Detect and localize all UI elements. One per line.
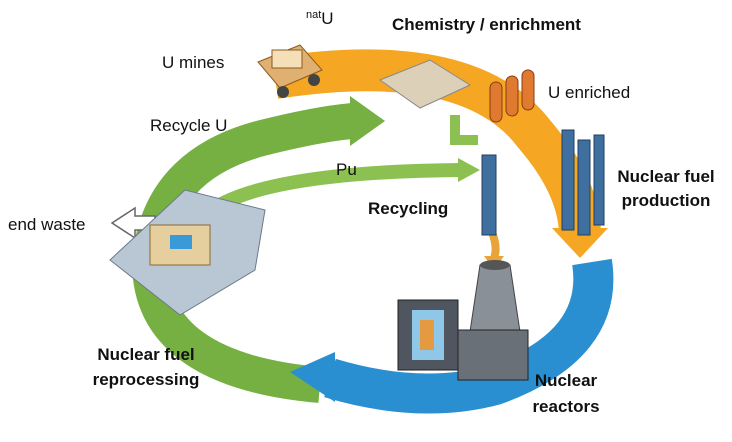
label-recycling: Recycling [368,199,448,218]
pu-arrowhead [458,158,480,182]
label-nat-sup: nat [306,9,321,21]
label-reprocessing-1: Nuclear fuel [97,345,194,364]
small-arrow [455,115,478,140]
label-reactors-1: Nuclear [535,371,598,390]
reactor-building [398,260,528,380]
label-fuel-production-1: Nuclear fuel [617,167,714,186]
label-reactors-2: reactors [532,397,599,416]
label-reprocessing-2: reprocessing [93,370,200,389]
label-end-waste: end waste [8,215,86,234]
label-nat-u-text: U [321,9,333,28]
recycle-arrowhead [350,96,385,146]
label-u-mines: U mines [162,53,224,72]
label-nat-u: natU [306,9,334,28]
label-pu: Pu [336,160,357,179]
label-recycle-u: Recycle U [150,116,227,135]
recycling-arrow [492,232,496,258]
label-u-enriched: U enriched [548,83,630,102]
fuel-cycle-diagram: U mines natU Chemistry / enrichment U en… [0,0,732,442]
label-fuel-production-2: production [622,191,711,210]
label-chemistry: Chemistry / enrichment [392,15,581,34]
